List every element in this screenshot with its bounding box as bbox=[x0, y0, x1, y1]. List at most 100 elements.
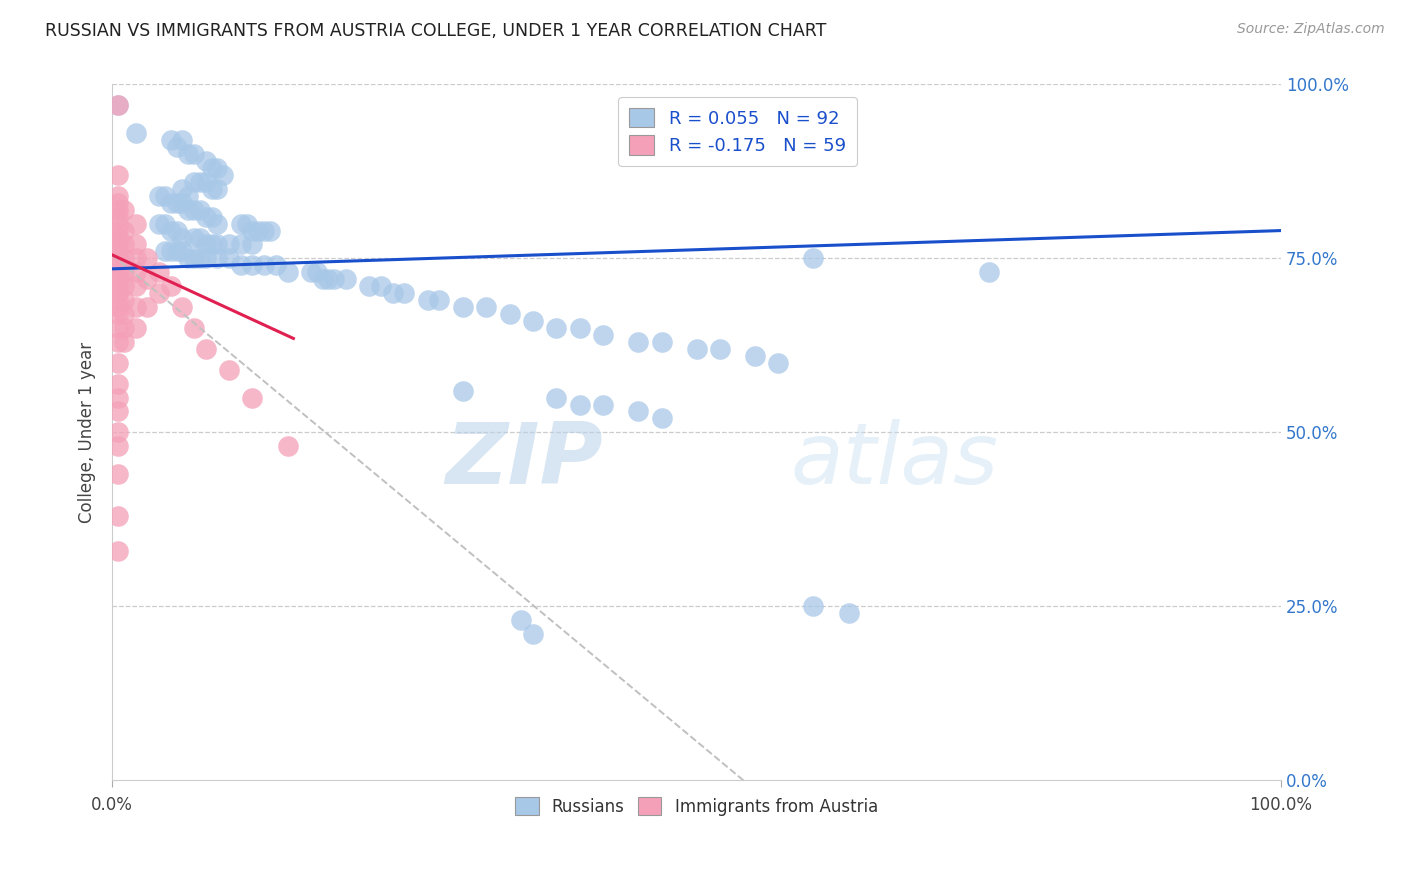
Point bbox=[112, 252, 135, 266]
Point bbox=[107, 376, 129, 391]
Point bbox=[153, 188, 176, 202]
Point bbox=[112, 293, 135, 307]
Point bbox=[107, 391, 129, 405]
Point bbox=[183, 147, 205, 161]
Point bbox=[194, 342, 217, 356]
Point bbox=[253, 223, 276, 237]
Point bbox=[148, 286, 170, 301]
Point bbox=[194, 175, 217, 189]
Text: atlas: atlas bbox=[790, 418, 998, 501]
Point bbox=[651, 334, 673, 349]
Point bbox=[370, 279, 392, 293]
Point bbox=[299, 265, 322, 279]
Point bbox=[107, 265, 129, 279]
Point bbox=[218, 237, 240, 252]
Point bbox=[172, 244, 194, 259]
Point bbox=[803, 252, 825, 266]
Point bbox=[107, 168, 129, 182]
Point bbox=[172, 230, 194, 244]
Point bbox=[838, 607, 860, 621]
Point bbox=[107, 425, 129, 440]
Point bbox=[803, 599, 825, 614]
Point bbox=[235, 217, 257, 231]
Point bbox=[166, 195, 188, 210]
Point bbox=[112, 307, 135, 321]
Point bbox=[112, 202, 135, 217]
Point bbox=[305, 265, 328, 279]
Point bbox=[546, 321, 568, 335]
Point bbox=[124, 126, 146, 140]
Point bbox=[124, 279, 146, 293]
Text: RUSSIAN VS IMMIGRANTS FROM AUSTRIA COLLEGE, UNDER 1 YEAR CORRELATION CHART: RUSSIAN VS IMMIGRANTS FROM AUSTRIA COLLE… bbox=[45, 22, 827, 40]
Point bbox=[159, 133, 181, 147]
Point bbox=[183, 230, 205, 244]
Point bbox=[709, 342, 731, 356]
Point bbox=[148, 265, 170, 279]
Point bbox=[107, 98, 129, 112]
Point bbox=[159, 279, 181, 293]
Point bbox=[136, 272, 159, 286]
Point bbox=[212, 168, 235, 182]
Point bbox=[107, 195, 129, 210]
Point bbox=[744, 349, 766, 363]
Point bbox=[124, 217, 146, 231]
Point bbox=[522, 314, 544, 328]
Point bbox=[218, 363, 240, 377]
Point bbox=[177, 252, 200, 266]
Point bbox=[136, 300, 159, 314]
Point bbox=[359, 279, 381, 293]
Point bbox=[107, 252, 129, 266]
Point bbox=[107, 188, 129, 202]
Point bbox=[277, 265, 299, 279]
Point bbox=[451, 384, 474, 398]
Point bbox=[107, 334, 129, 349]
Point bbox=[107, 258, 129, 272]
Point bbox=[136, 252, 159, 266]
Point bbox=[242, 237, 264, 252]
Point bbox=[107, 404, 129, 418]
Point bbox=[107, 210, 129, 224]
Point bbox=[107, 508, 129, 523]
Point bbox=[172, 133, 194, 147]
Point bbox=[188, 230, 211, 244]
Point bbox=[194, 252, 217, 266]
Point bbox=[259, 223, 281, 237]
Point bbox=[394, 286, 416, 301]
Point bbox=[107, 286, 129, 301]
Point bbox=[124, 237, 146, 252]
Text: ZIP: ZIP bbox=[446, 418, 603, 501]
Point bbox=[451, 300, 474, 314]
Point bbox=[200, 237, 222, 252]
Point bbox=[475, 300, 498, 314]
Point bbox=[107, 244, 129, 259]
Point bbox=[229, 217, 252, 231]
Point bbox=[768, 356, 790, 370]
Point bbox=[381, 286, 404, 301]
Point bbox=[592, 398, 614, 412]
Point bbox=[627, 404, 650, 418]
Point bbox=[977, 265, 1000, 279]
Point bbox=[107, 467, 129, 482]
Point bbox=[107, 307, 129, 321]
Point bbox=[194, 210, 217, 224]
Point bbox=[253, 258, 276, 272]
Point bbox=[107, 300, 129, 314]
Point bbox=[159, 195, 181, 210]
Point bbox=[159, 244, 181, 259]
Point bbox=[200, 182, 222, 196]
Point bbox=[242, 258, 264, 272]
Point bbox=[166, 244, 188, 259]
Point bbox=[207, 237, 229, 252]
Point bbox=[107, 223, 129, 237]
Point bbox=[188, 252, 211, 266]
Point bbox=[194, 237, 217, 252]
Point bbox=[568, 321, 591, 335]
Point bbox=[112, 265, 135, 279]
Point bbox=[107, 230, 129, 244]
Point bbox=[166, 140, 188, 154]
Point bbox=[522, 627, 544, 641]
Point bbox=[107, 217, 129, 231]
Point bbox=[229, 258, 252, 272]
Point bbox=[264, 258, 287, 272]
Point bbox=[166, 223, 188, 237]
